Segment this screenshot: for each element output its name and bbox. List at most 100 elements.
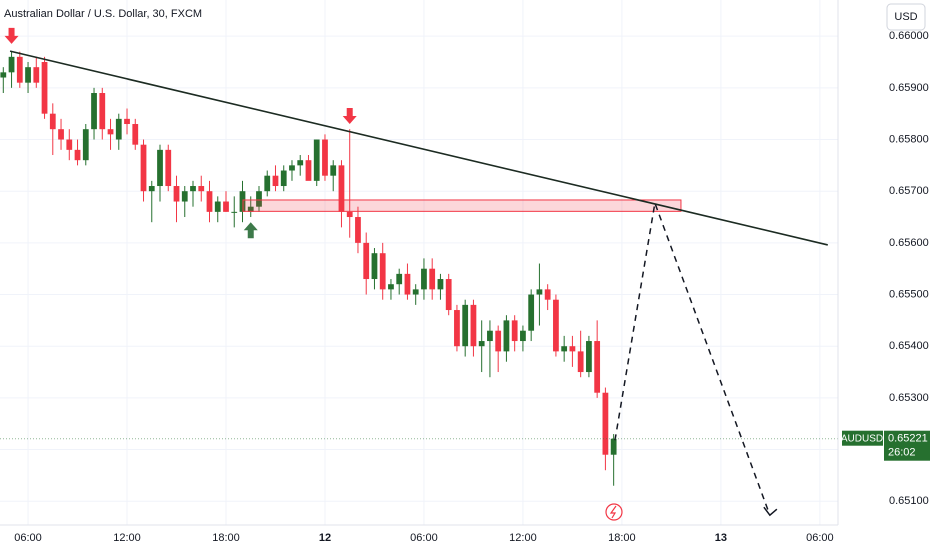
candle-body bbox=[247, 206, 254, 212]
x-tick-label: 12:00 bbox=[509, 532, 537, 544]
candle-body bbox=[462, 304, 469, 347]
candle-body bbox=[487, 330, 493, 342]
candle-body bbox=[148, 186, 155, 192]
candle-body bbox=[346, 211, 353, 218]
currency-button[interactable] bbox=[886, 3, 926, 31]
y-tick-label: 0.65800 bbox=[889, 133, 929, 145]
x-tick-label: 06:00 bbox=[806, 532, 834, 544]
candle-body bbox=[363, 242, 370, 280]
candle-body bbox=[561, 346, 568, 352]
candle-body bbox=[495, 330, 502, 352]
candle-body bbox=[0, 72, 7, 78]
candle-body bbox=[421, 268, 427, 290]
candle-body bbox=[41, 62, 48, 114]
trendline bbox=[9, 50, 828, 246]
resistance-zone bbox=[242, 199, 682, 212]
candle-body bbox=[124, 118, 130, 125]
currency-label[interactable]: USD bbox=[894, 11, 917, 23]
candle-body bbox=[264, 175, 271, 192]
candle-body bbox=[223, 201, 229, 212]
y-tick-label: 0.65900 bbox=[889, 82, 929, 94]
candle-body bbox=[132, 124, 139, 145]
chart-title: Australian Dollar / U.S. Dollar, 30, FXC… bbox=[4, 8, 202, 20]
candle-body bbox=[16, 56, 23, 83]
candle-body bbox=[429, 268, 436, 290]
x-tick-label: 18:00 bbox=[608, 532, 636, 544]
candle-body bbox=[8, 56, 15, 73]
candle-body bbox=[528, 294, 535, 331]
price-tag bbox=[884, 430, 930, 461]
candle-body bbox=[371, 253, 378, 280]
candle-body bbox=[107, 129, 114, 135]
candle-body bbox=[511, 320, 518, 342]
candle-body bbox=[280, 170, 287, 187]
replay-icon[interactable] bbox=[605, 503, 623, 521]
signal-arrow bbox=[4, 27, 19, 44]
candle-body bbox=[454, 310, 460, 347]
candle-body bbox=[190, 186, 196, 192]
symbol-label: AUDUSD bbox=[841, 433, 883, 444]
symbol-tag bbox=[842, 430, 883, 446]
price-label: 0.65221 bbox=[888, 433, 928, 445]
candle-body bbox=[25, 67, 31, 83]
candle-body bbox=[33, 67, 40, 83]
candle-body bbox=[214, 201, 221, 212]
x-tick-label: 12:00 bbox=[113, 532, 141, 544]
x-tick-label: 12 bbox=[319, 532, 331, 544]
candle-body bbox=[198, 186, 205, 192]
x-tick-label: 06:00 bbox=[410, 532, 438, 544]
candle-body bbox=[66, 139, 73, 150]
candle-body bbox=[58, 129, 64, 140]
candle-body bbox=[165, 149, 172, 187]
candle-body bbox=[536, 289, 543, 295]
candle-body bbox=[181, 191, 188, 202]
candle-body bbox=[478, 341, 485, 347]
candle-body bbox=[99, 93, 106, 130]
candle-body bbox=[289, 165, 295, 171]
candle-body bbox=[577, 351, 584, 373]
y-tick-label: 0.65400 bbox=[889, 340, 929, 352]
candle-body bbox=[305, 160, 312, 181]
candle-body bbox=[206, 191, 213, 212]
candle-body bbox=[437, 279, 444, 290]
x-tick-label: 18:00 bbox=[212, 532, 240, 544]
icon-bolt[interactable] bbox=[609, 505, 617, 519]
candle-body bbox=[445, 279, 452, 311]
candle-body bbox=[173, 186, 180, 202]
y-tick-label: 0.66000 bbox=[889, 30, 929, 42]
candle-body bbox=[74, 149, 81, 161]
x-tick-label: 06:00 bbox=[14, 532, 42, 544]
candle-body bbox=[602, 392, 609, 455]
candle-body bbox=[256, 191, 262, 207]
candle-body bbox=[322, 139, 328, 176]
candle-body bbox=[404, 273, 411, 295]
candle-body bbox=[379, 253, 386, 290]
y-tick-label: 0.65600 bbox=[889, 237, 929, 249]
candle-body bbox=[388, 284, 394, 290]
candle-body bbox=[338, 165, 345, 212]
projection-arrowhead bbox=[763, 506, 778, 517]
countdown-label: 26:02 bbox=[888, 447, 916, 459]
candle-body bbox=[355, 217, 361, 243]
y-tick-label: 0.65100 bbox=[889, 495, 929, 507]
candle-body bbox=[272, 175, 279, 187]
axes: 0.651000.652000.653000.654000.655000.656… bbox=[14, 30, 930, 544]
candle-body bbox=[157, 149, 163, 187]
signal-arrow bbox=[243, 222, 258, 239]
candle-body bbox=[115, 118, 122, 140]
candle-body bbox=[396, 273, 403, 285]
candle-body bbox=[82, 129, 89, 161]
candle-body bbox=[140, 144, 147, 192]
candle-body bbox=[297, 160, 304, 166]
icon-circle[interactable] bbox=[605, 503, 623, 521]
candle-body bbox=[503, 320, 510, 352]
candle-body bbox=[231, 211, 238, 213]
candle-body bbox=[91, 93, 97, 130]
x-tick-label: 13 bbox=[715, 532, 727, 544]
candle-body bbox=[594, 341, 601, 393]
candle-body bbox=[610, 438, 617, 455]
candle-body bbox=[569, 346, 576, 352]
candle-body bbox=[544, 289, 551, 300]
signal-arrow bbox=[342, 108, 357, 125]
